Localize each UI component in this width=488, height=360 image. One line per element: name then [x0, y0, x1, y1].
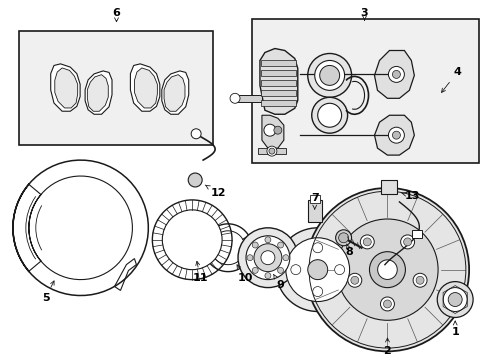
Bar	[261, 100, 295, 106]
Circle shape	[336, 219, 437, 320]
Circle shape	[253, 244, 281, 272]
Circle shape	[319, 66, 339, 85]
Circle shape	[400, 235, 414, 249]
Circle shape	[387, 127, 404, 143]
Bar	[261, 60, 295, 67]
Polygon shape	[162, 71, 188, 114]
Circle shape	[334, 265, 344, 275]
Polygon shape	[51, 64, 80, 111]
Circle shape	[290, 265, 300, 275]
Circle shape	[338, 233, 348, 243]
Circle shape	[245, 236, 289, 280]
Circle shape	[282, 255, 288, 261]
Circle shape	[229, 93, 240, 103]
Polygon shape	[134, 68, 157, 108]
Text: 10: 10	[237, 265, 252, 283]
Circle shape	[314, 60, 344, 90]
Circle shape	[188, 173, 202, 187]
Bar	[261, 80, 295, 86]
Polygon shape	[130, 64, 160, 111]
Polygon shape	[262, 115, 283, 148]
Bar	[307, 200, 321, 222]
Text: 1: 1	[450, 321, 458, 337]
Circle shape	[415, 276, 423, 284]
Circle shape	[305, 188, 468, 351]
Bar	[19, 31, 213, 145]
Circle shape	[261, 251, 274, 265]
Circle shape	[317, 103, 341, 127]
Circle shape	[307, 54, 351, 97]
Circle shape	[312, 243, 322, 253]
Circle shape	[264, 237, 270, 243]
Circle shape	[350, 276, 358, 284]
Circle shape	[436, 282, 472, 318]
Circle shape	[285, 238, 349, 302]
Circle shape	[275, 228, 359, 311]
Polygon shape	[374, 50, 413, 98]
Text: 4: 4	[441, 67, 460, 93]
Circle shape	[360, 235, 373, 249]
Bar	[232, 95, 262, 102]
Circle shape	[277, 242, 283, 248]
Circle shape	[369, 252, 405, 288]
Circle shape	[277, 267, 283, 273]
Circle shape	[377, 260, 396, 279]
Circle shape	[307, 260, 327, 280]
Circle shape	[191, 129, 201, 139]
Circle shape	[312, 287, 322, 297]
Bar	[251, 19, 478, 163]
Circle shape	[252, 242, 258, 248]
Circle shape	[268, 148, 274, 154]
Polygon shape	[260, 49, 297, 114]
Circle shape	[387, 67, 404, 82]
Circle shape	[264, 124, 275, 136]
Polygon shape	[87, 75, 108, 111]
Bar	[309, 195, 319, 203]
Circle shape	[380, 297, 394, 311]
Bar	[261, 90, 295, 96]
Circle shape	[363, 238, 370, 246]
Text: 7: 7	[310, 193, 318, 209]
Circle shape	[311, 97, 347, 133]
Circle shape	[392, 71, 400, 78]
Text: 11: 11	[192, 261, 207, 283]
Text: 3: 3	[360, 8, 367, 21]
Circle shape	[347, 273, 361, 287]
Polygon shape	[85, 71, 112, 114]
Polygon shape	[55, 68, 78, 108]
Text: 8: 8	[345, 244, 353, 257]
Text: 6: 6	[112, 8, 120, 22]
Circle shape	[403, 238, 411, 246]
Circle shape	[335, 230, 351, 246]
Bar	[411, 230, 422, 238]
Circle shape	[162, 210, 222, 270]
Text: 5: 5	[42, 281, 54, 302]
Bar	[381, 180, 397, 194]
Text: 13: 13	[401, 191, 419, 201]
Circle shape	[392, 131, 400, 139]
Text: 9: 9	[273, 274, 283, 289]
Circle shape	[246, 255, 252, 261]
Bar	[261, 71, 295, 76]
Circle shape	[383, 300, 390, 308]
Bar	[258, 148, 285, 154]
Circle shape	[252, 267, 258, 273]
Circle shape	[442, 288, 466, 311]
Circle shape	[412, 273, 426, 287]
Circle shape	[152, 200, 232, 280]
Circle shape	[238, 228, 297, 288]
Circle shape	[266, 146, 276, 156]
Text: 2: 2	[383, 338, 390, 356]
Circle shape	[273, 126, 281, 134]
Circle shape	[447, 293, 461, 306]
Polygon shape	[164, 75, 184, 111]
Polygon shape	[374, 115, 413, 155]
Text: 12: 12	[205, 185, 225, 198]
Circle shape	[264, 273, 270, 279]
